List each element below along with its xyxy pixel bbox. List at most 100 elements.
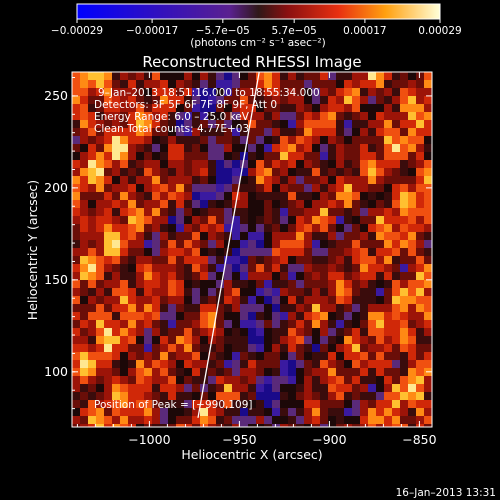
heatmap-cell (248, 128, 257, 137)
heatmap-cell (152, 208, 161, 217)
heatmap-cell (152, 72, 161, 81)
heatmap-cell (272, 88, 281, 97)
heatmap-cell (152, 408, 161, 417)
heatmap-cell (408, 208, 417, 217)
heatmap-cell (160, 424, 169, 427)
heatmap-cell (232, 320, 241, 329)
heatmap-cell (168, 104, 177, 113)
heatmap-cell (72, 400, 81, 409)
heatmap-cell (120, 408, 129, 417)
heatmap-cell (144, 416, 153, 425)
heatmap-cell (152, 120, 161, 129)
heatmap-cell (240, 400, 249, 409)
heatmap-cell (192, 280, 201, 289)
heatmap-cell (296, 264, 305, 273)
heatmap-cell (320, 336, 329, 345)
heatmap-cell (128, 136, 137, 145)
heatmap-cell (184, 88, 193, 97)
heatmap-cell (312, 160, 321, 169)
heatmap-cell (256, 304, 265, 313)
heatmap-cell (384, 80, 393, 89)
heatmap-cell (240, 416, 249, 425)
heatmap-cell (240, 288, 249, 297)
heatmap-cell (184, 152, 193, 161)
heatmap-cell (400, 184, 409, 193)
heatmap-cell (272, 296, 281, 305)
heatmap-cell (160, 304, 169, 313)
heatmap-cell (424, 128, 432, 137)
heatmap-cell (160, 224, 169, 233)
heatmap-cell (392, 392, 401, 401)
heatmap-cell (216, 96, 225, 105)
heatmap-cell (408, 152, 417, 161)
heatmap-cell (152, 152, 161, 161)
heatmap-cell (272, 344, 281, 353)
heatmap-cell (408, 392, 417, 401)
heatmap-cell (104, 376, 113, 385)
heatmap-cell (120, 96, 129, 105)
heatmap-cell (400, 168, 409, 177)
heatmap-cell (144, 264, 153, 273)
heatmap-cell (288, 280, 297, 289)
heatmap-cell (152, 104, 161, 113)
heatmap-cell (328, 216, 337, 225)
heatmap-cell (184, 352, 193, 361)
heatmap-cell (264, 392, 273, 401)
heatmap-cell (312, 240, 321, 249)
heatmap-cell (200, 144, 209, 153)
heatmap-cell (72, 384, 81, 393)
heatmap-cell (384, 424, 393, 427)
heatmap-cell (128, 232, 137, 241)
heatmap-cell (424, 376, 432, 385)
heatmap-cell (376, 344, 385, 353)
heatmap-cell (88, 128, 97, 137)
heatmap-cell (240, 264, 249, 273)
heatmap-cell (168, 376, 177, 385)
heatmap-cell (192, 296, 201, 305)
heatmap-cell (80, 208, 89, 217)
heatmap-cell (160, 280, 169, 289)
heatmap-cell (216, 296, 225, 305)
heatmap-cell (400, 296, 409, 305)
heatmap-cell (80, 392, 89, 401)
heatmap-cell (240, 352, 249, 361)
heatmap-cell (120, 312, 129, 321)
heatmap-cell (264, 384, 273, 393)
heatmap-cell (296, 152, 305, 161)
heatmap-cell (336, 152, 345, 161)
heatmap-cell (176, 192, 185, 201)
heatmap-cell (160, 80, 169, 89)
heatmap-cell (296, 424, 305, 427)
heatmap-cell (88, 96, 97, 105)
heatmap-cell (80, 280, 89, 289)
heatmap-cell (184, 200, 193, 209)
heatmap-cell (280, 120, 289, 129)
heatmap-cell (184, 216, 193, 225)
heatmap-cell (88, 224, 97, 233)
heatmap-cell (120, 368, 129, 377)
heatmap-cell (208, 192, 217, 201)
heatmap-cell (312, 192, 321, 201)
heatmap-cell (144, 296, 153, 305)
heatmap-cell (416, 296, 425, 305)
heatmap-cell (296, 184, 305, 193)
heatmap-cell (128, 288, 137, 297)
heatmap-cell (104, 168, 113, 177)
heatmap-cell (288, 80, 297, 89)
heatmap-cell (256, 152, 265, 161)
heatmap-cell (384, 168, 393, 177)
heatmap-cell (152, 392, 161, 401)
heatmap-cell (296, 80, 305, 89)
heatmap-cell (128, 416, 137, 425)
heatmap-cell (384, 112, 393, 121)
heatmap-cell (280, 208, 289, 217)
heatmap-cell (208, 304, 217, 313)
heatmap-cell (160, 240, 169, 249)
heatmap-cell (288, 296, 297, 305)
heatmap-cell (176, 144, 185, 153)
heatmap-cell (256, 80, 265, 89)
heatmap-cell (384, 264, 393, 273)
heatmap-cell (144, 144, 153, 153)
heatmap-cell (328, 128, 337, 137)
heatmap-cell (192, 216, 201, 225)
